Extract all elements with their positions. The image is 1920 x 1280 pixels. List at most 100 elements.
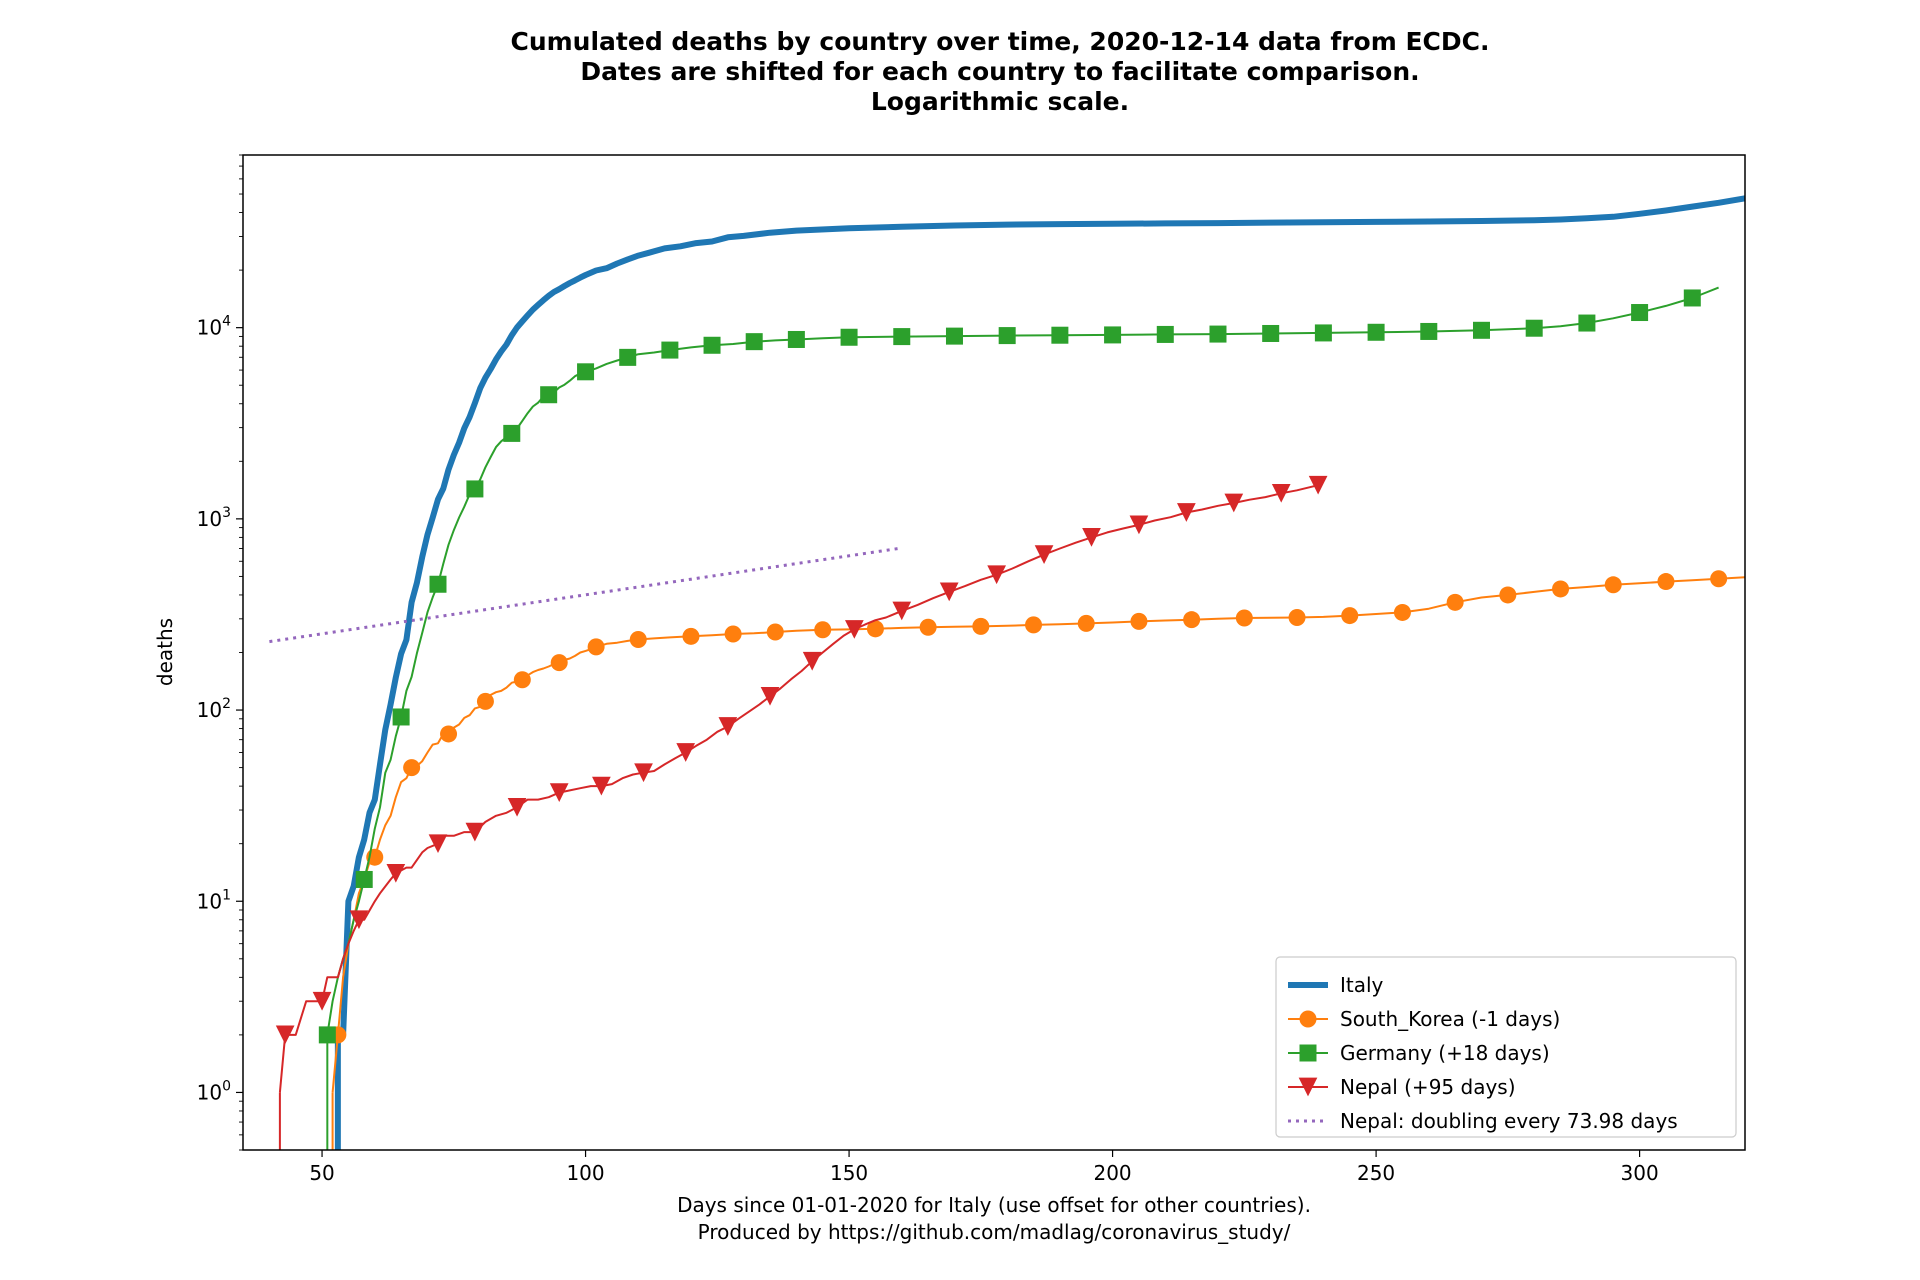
series-marker	[1499, 586, 1517, 604]
series-layer	[269, 195, 1745, 1150]
series-marker	[1604, 576, 1622, 594]
series-marker	[1104, 326, 1122, 344]
series-marker	[1156, 325, 1174, 343]
series-3	[275, 475, 1328, 1150]
legend-entry: Nepal (+95 days)	[1288, 1075, 1516, 1099]
y-tick-label: 101	[197, 887, 231, 913]
x-axis-label-line-2: Produced by https://github.com/madlag/co…	[698, 1220, 1291, 1244]
legend-entry: Germany (+18 days)	[1288, 1041, 1550, 1065]
chart-title-line-1: Cumulated deaths by country over time, 2…	[510, 27, 1489, 56]
series-marker	[1631, 304, 1649, 322]
series-marker	[787, 330, 805, 348]
legend-label: Italy	[1340, 973, 1384, 997]
series-0	[334, 195, 1745, 1150]
series-marker	[318, 1026, 336, 1044]
series-marker	[629, 630, 647, 648]
series-marker	[998, 327, 1016, 345]
y-tick-label: 100	[197, 1078, 231, 1104]
series-marker	[1051, 326, 1069, 344]
series-marker	[718, 717, 738, 736]
series-marker	[1224, 493, 1244, 513]
series-marker	[814, 621, 832, 639]
series-marker	[1177, 503, 1196, 522]
series-marker	[403, 759, 421, 777]
series-marker	[275, 1025, 295, 1045]
series-marker	[392, 708, 410, 726]
series-marker	[972, 617, 990, 635]
series-marker	[919, 618, 937, 636]
series-4	[269, 546, 903, 644]
series-marker	[550, 654, 568, 672]
series-marker	[577, 363, 595, 381]
series-marker	[1341, 607, 1359, 625]
legend-swatch-marker	[1299, 1010, 1317, 1028]
series-marker	[476, 692, 494, 710]
series-marker	[1077, 614, 1095, 632]
legend-entry: Italy	[1288, 973, 1384, 997]
series-marker	[1552, 580, 1570, 598]
chart-title-line-3: Logarithmic scale.	[871, 87, 1129, 116]
y-tick-label: 103	[197, 505, 231, 531]
series-line	[337, 195, 1745, 1038]
series-marker	[892, 601, 912, 621]
series-marker	[1308, 475, 1328, 495]
series-line	[269, 546, 903, 644]
series-marker	[893, 328, 911, 346]
series-marker	[866, 620, 884, 638]
series-marker	[1578, 314, 1596, 332]
series-marker	[549, 783, 569, 802]
series-marker	[1288, 608, 1306, 626]
series-marker	[466, 480, 484, 498]
series-marker	[1034, 545, 1054, 564]
x-axis: 50 100 150 200 250 300	[309, 1150, 1659, 1185]
series-marker	[513, 671, 531, 689]
series-marker	[1130, 612, 1148, 630]
series-marker	[428, 834, 448, 854]
series-marker	[386, 863, 406, 883]
series-marker	[440, 725, 458, 743]
x-tick-label: 300	[1621, 1161, 1659, 1185]
chart-title: Cumulated deaths by country over time, 2…	[510, 27, 1489, 116]
legend-label: Nepal: doubling every 73.98 days	[1340, 1109, 1678, 1133]
series-marker	[503, 424, 521, 442]
series-marker	[592, 776, 611, 796]
series-marker	[465, 822, 485, 842]
series-marker	[724, 625, 742, 643]
series-marker	[1472, 321, 1490, 339]
series-marker	[1082, 528, 1101, 547]
series-marker	[987, 565, 1006, 585]
x-tick-label: 200	[1093, 1161, 1131, 1185]
series-marker	[766, 623, 784, 641]
series-marker	[1393, 603, 1411, 621]
series-marker	[945, 327, 963, 345]
series-marker	[1525, 319, 1543, 337]
series-marker	[634, 763, 653, 783]
series-marker	[1262, 324, 1280, 342]
series-marker	[1235, 609, 1253, 627]
chart-title-line-2: Dates are shifted for each country to fa…	[580, 57, 1419, 86]
series-marker	[540, 386, 558, 404]
series-marker	[1271, 483, 1291, 503]
legend-label: South_Korea (-1 days)	[1340, 1007, 1560, 1031]
x-axis-label-line-1: Days since 01-01-2020 for Italy (use off…	[677, 1193, 1311, 1217]
series-marker	[1710, 570, 1728, 588]
series-marker	[1657, 573, 1675, 591]
series-marker	[802, 651, 822, 671]
y-axis-label: deaths	[153, 618, 177, 686]
series-marker	[760, 686, 780, 706]
series-marker	[1446, 593, 1464, 611]
series-marker	[507, 797, 527, 817]
series-marker	[844, 620, 864, 639]
x-tick-label: 100	[566, 1161, 604, 1185]
series-marker	[1209, 325, 1227, 343]
x-tick-label: 250	[1357, 1161, 1395, 1185]
series-marker	[703, 336, 721, 354]
series-marker	[1025, 616, 1043, 634]
series-1	[329, 570, 1745, 1150]
legend-label: Germany (+18 days)	[1340, 1041, 1550, 1065]
legend-entry: South_Korea (-1 days)	[1288, 1007, 1560, 1031]
legend: Italy South_Korea (-1 days) Germany (+18 d…	[1275, 956, 1737, 1138]
series-marker	[840, 328, 858, 346]
series-marker	[1314, 324, 1332, 342]
